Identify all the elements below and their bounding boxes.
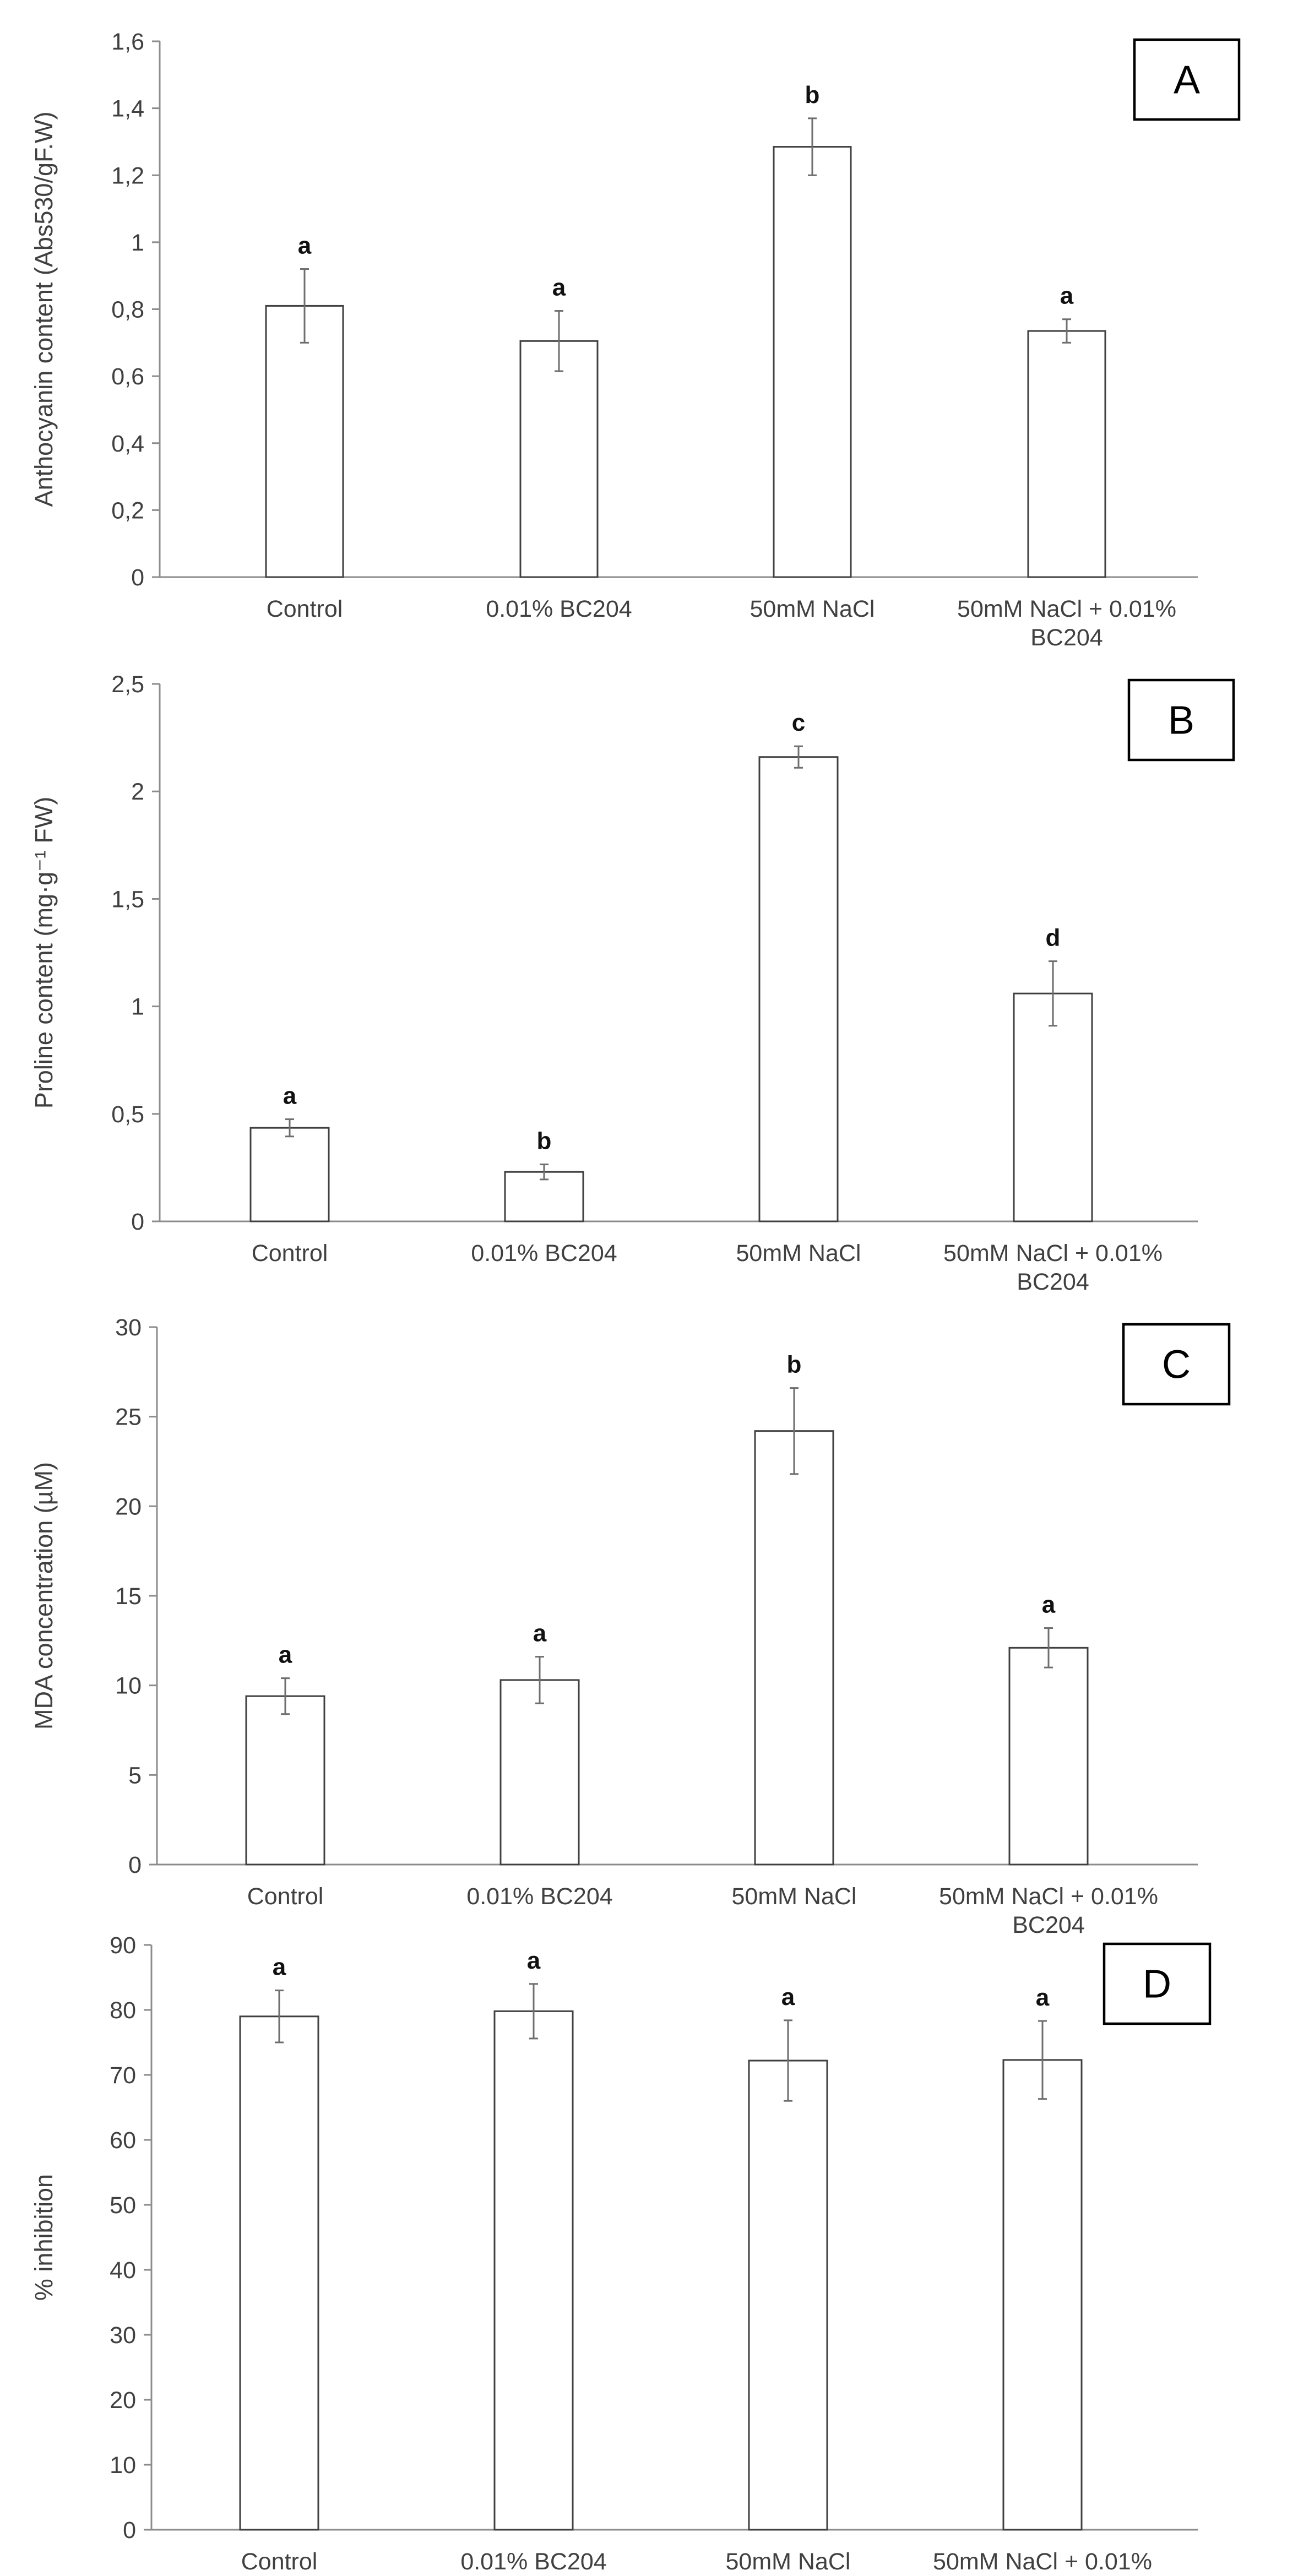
panel-label: B	[1168, 699, 1194, 743]
x-category-label: Control	[247, 1883, 324, 1910]
x-category-label: 0.01% BC204	[471, 1240, 617, 1267]
bar	[249, 1127, 330, 1222]
x-category-label: 50mM NaCl + 0.01%	[933, 2548, 1152, 2575]
y-tick-label: 40	[110, 2257, 136, 2284]
chart-panel-c: 0 5 10 15 20 25 30 MDA concentration (µM) a Contr…	[30, 1314, 1231, 1938]
y-tick-label: 0	[131, 564, 144, 591]
y-tick-label: 1,4	[111, 96, 144, 122]
y-axis-title: MDA concentration (µM)	[30, 1462, 58, 1730]
y-tick-label: 0	[131, 1209, 144, 1235]
bar	[265, 305, 344, 578]
significance-label: b	[787, 1351, 802, 1378]
panel-label-box	[1103, 1942, 1212, 2025]
significance-label: a	[1060, 282, 1074, 309]
y-tick-label: 20	[110, 2387, 136, 2414]
y-tick-label: 0,4	[111, 431, 144, 457]
panel-label-box	[1133, 38, 1241, 121]
x-category-label: Control	[252, 1240, 328, 1267]
y-tick-label: 10	[110, 2452, 136, 2479]
panel-label-box	[1127, 678, 1235, 762]
x-category-label: Control	[267, 596, 343, 622]
panel-label: D	[1143, 1963, 1171, 2007]
x-category-label: BC204	[1017, 1269, 1089, 1295]
significance-label: a	[279, 1642, 292, 1669]
x-category-label: BC204	[1012, 1912, 1084, 1938]
y-tick-label: 1,5	[111, 886, 144, 912]
y-tick-label: 90	[110, 1932, 136, 1959]
y-tick-label: 15	[115, 1583, 142, 1610]
significance-label: c	[792, 709, 805, 736]
y-tick-label: 1	[131, 230, 144, 256]
y-axis-title: % inhibition	[30, 2174, 58, 2301]
y-tick-label: 1	[131, 994, 144, 1020]
bar	[493, 2010, 574, 2531]
y-tick-label: 25	[115, 1404, 142, 1431]
significance-label: a	[298, 232, 312, 259]
bar	[758, 756, 839, 1222]
bar	[773, 146, 852, 578]
significance-label: b	[537, 1128, 552, 1155]
bar	[748, 2059, 828, 2531]
x-category-label: 50mM NaCl	[750, 596, 875, 622]
y-tick-label: 1,6	[111, 29, 144, 55]
x-category-label: 50mM NaCl + 0.01%	[957, 596, 1176, 622]
significance-label: a	[527, 1947, 541, 1974]
significance-label: a	[273, 1954, 286, 1981]
chart-panel-d: 0 10 20 30 40 50 60 70 80 90 % inhibition a Control a…	[30, 1932, 1212, 2575]
y-tick-label: 30	[110, 2322, 136, 2349]
significance-label: a	[1042, 1591, 1056, 1618]
y-tick-label: 2	[131, 779, 144, 805]
y-tick-label: 2,5	[111, 671, 144, 698]
y-tick-label: 0,6	[111, 363, 144, 390]
significance-label: a	[533, 1620, 547, 1647]
significance-label: d	[1046, 925, 1061, 952]
y-tick-label: 30	[115, 1314, 142, 1341]
bar	[1027, 330, 1106, 578]
bar	[245, 1695, 325, 1866]
y-tick-label: 50	[110, 2192, 136, 2219]
y-tick-label: 1,2	[111, 162, 144, 189]
y-tick-label: 0	[123, 2517, 136, 2544]
significance-label: b	[805, 81, 820, 108]
y-tick-label: 0,5	[111, 1101, 144, 1128]
bar	[1002, 2059, 1083, 2531]
y-tick-label: 60	[110, 2127, 136, 2154]
x-category-label: Control	[241, 2548, 318, 2575]
panel-label: A	[1174, 58, 1200, 102]
y-tick-label: 5	[128, 1762, 142, 1789]
x-category-label: BC204	[1030, 624, 1103, 651]
bar	[499, 1679, 580, 1866]
chart-panel-b: 0 0,5 1 1,5 2 2,5 Proline content (mg·g⁻¹ FW) a…	[30, 671, 1235, 1295]
x-category-label: 0.01% BC204	[466, 1883, 612, 1910]
y-tick-label: 0,2	[111, 497, 144, 524]
y-tick-label: 10	[115, 1673, 142, 1699]
y-tick-label: 0	[128, 1852, 142, 1878]
bar	[239, 2015, 319, 2531]
chart-panel-a: 0 0,2 0,4 0,6 0,8 1 1,2 1,4 1,6 Anthocyanin conte…	[30, 29, 1241, 651]
bar	[1008, 1646, 1089, 1866]
significance-label: a	[781, 1983, 795, 2010]
bar	[754, 1430, 834, 1866]
x-category-label: 50mM NaCl	[726, 2548, 851, 2575]
y-axis-title: Anthocyanin content (Abs530/gF.W)	[30, 112, 58, 507]
x-category-label: 0.01% BC204	[486, 596, 632, 622]
y-axis-title: Proline content (mg·g⁻¹ FW)	[30, 797, 58, 1108]
bar	[1013, 992, 1093, 1222]
significance-label: a	[283, 1083, 297, 1110]
x-category-label: 50mM NaCl + 0.01%	[939, 1883, 1158, 1910]
y-tick-label: 80	[110, 1997, 136, 2024]
panel-label-box	[1122, 1323, 1231, 1406]
panel-label: C	[1162, 1343, 1191, 1387]
y-tick-label: 0,8	[111, 297, 144, 323]
x-category-label: 50mM NaCl	[732, 1883, 857, 1910]
x-category-label: 50mM NaCl + 0.01%	[943, 1240, 1163, 1267]
significance-label: a	[1036, 1984, 1050, 2011]
y-tick-label: 70	[110, 2062, 136, 2089]
x-category-label: 50mM NaCl	[736, 1240, 861, 1267]
y-tick-label: 20	[115, 1493, 142, 1520]
x-category-label: 0.01% BC204	[460, 2548, 606, 2575]
significance-label: a	[552, 274, 566, 301]
bar	[519, 340, 599, 578]
